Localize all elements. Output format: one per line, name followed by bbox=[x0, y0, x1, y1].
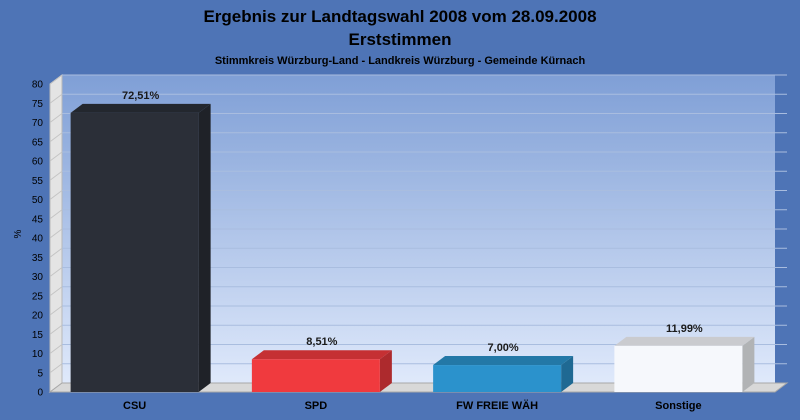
gridline-side bbox=[49, 228, 63, 239]
bar-group bbox=[251, 350, 392, 392]
bar bbox=[251, 359, 380, 392]
gridline-side bbox=[49, 93, 63, 104]
y-tick-label: 5 bbox=[37, 368, 43, 379]
gridline-side bbox=[49, 132, 63, 143]
bar-top bbox=[251, 350, 392, 360]
data-label: 11,99% bbox=[666, 323, 703, 335]
gridline-side bbox=[49, 74, 63, 85]
y-tick-label: 25 bbox=[32, 291, 44, 302]
bar-side bbox=[742, 336, 755, 392]
data-label: 7,00% bbox=[488, 342, 519, 354]
gridline-side bbox=[49, 190, 63, 200]
bar-top bbox=[614, 336, 755, 346]
gridline-side bbox=[49, 170, 63, 181]
bar-top bbox=[70, 103, 211, 113]
y-axis-label: % bbox=[13, 229, 24, 238]
x-tick-label: FW FREIE WÄH bbox=[456, 399, 538, 412]
bar-side bbox=[561, 356, 574, 392]
bar bbox=[614, 345, 743, 392]
gridline-side bbox=[49, 209, 63, 220]
y-tick-label: 80 bbox=[32, 80, 44, 91]
bar-group bbox=[433, 356, 574, 392]
chart-title: Ergebnis zur Landtagswahl 2008 vom 28.09… bbox=[203, 7, 596, 26]
data-label: 8,51% bbox=[306, 336, 337, 348]
gridline-side bbox=[49, 286, 63, 297]
bar-top bbox=[433, 356, 574, 366]
chart-title-line2: Erststimmen bbox=[349, 30, 452, 49]
chart-subtitle: Stimmkreis Würzburg-Land - Landkreis Wür… bbox=[215, 55, 586, 67]
y-tick-label: 70 bbox=[32, 118, 44, 129]
y-tick-label: 45 bbox=[32, 214, 44, 225]
y-tick-label: 60 bbox=[32, 157, 44, 168]
gridline-side bbox=[49, 344, 63, 354]
gridline-side bbox=[49, 151, 63, 162]
gridline-side bbox=[49, 267, 63, 277]
y-tick-label: 30 bbox=[32, 272, 44, 283]
y-tick-label: 50 bbox=[32, 195, 44, 206]
bar bbox=[433, 365, 562, 392]
gridline-side bbox=[49, 324, 63, 335]
plot-area: 0 5 10 15 20 25 30 35 40 45 50 55 60 65 70 75 80 72,51% CS… bbox=[32, 74, 789, 412]
y-tick-label: 75 bbox=[32, 99, 44, 110]
y-tick-label: 65 bbox=[32, 137, 44, 148]
bar-side bbox=[379, 350, 392, 392]
bar-group bbox=[614, 336, 755, 392]
bar-side bbox=[198, 103, 211, 393]
y-tick-label: 15 bbox=[32, 330, 44, 341]
gridline-side bbox=[49, 247, 63, 258]
y-tick-label: 55 bbox=[32, 176, 44, 187]
y-tick-label: 35 bbox=[32, 253, 44, 264]
x-tick-label: SPD bbox=[305, 400, 328, 412]
bar bbox=[70, 112, 199, 393]
bar-group bbox=[70, 103, 211, 393]
y-tick-label: 10 bbox=[32, 349, 44, 360]
gridline-side bbox=[49, 113, 63, 123]
x-tick-label: CSU bbox=[123, 400, 146, 412]
gridline-side bbox=[49, 363, 63, 374]
x-tick-label: Sonstige bbox=[655, 400, 701, 412]
data-label: 72,51% bbox=[122, 90, 160, 102]
gridline-side bbox=[49, 305, 63, 316]
y-tick-label: 20 bbox=[32, 311, 44, 322]
y-tick-label: 40 bbox=[32, 234, 44, 245]
y-tick-label: 0 bbox=[37, 388, 43, 399]
